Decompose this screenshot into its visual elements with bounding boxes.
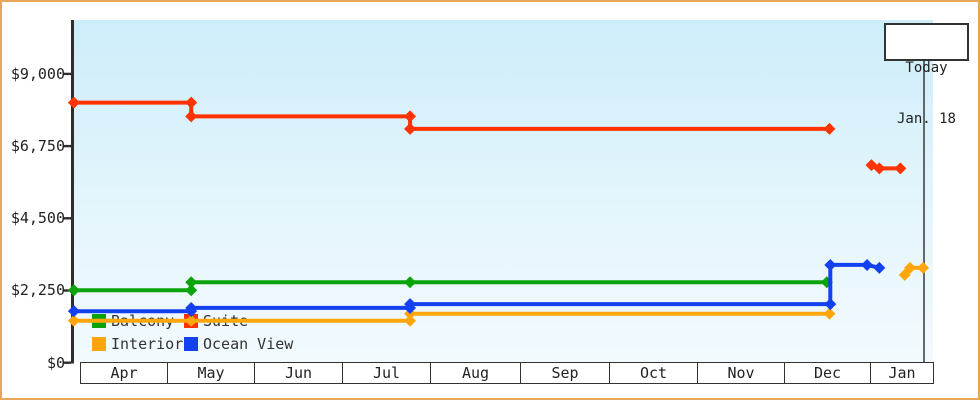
- ocean-view-swatch-icon: [184, 337, 198, 351]
- today-box: Today Jan. 18: [884, 23, 969, 127]
- balcony-swatch-icon: [92, 314, 106, 328]
- month-cell-aug: Aug: [430, 362, 520, 384]
- legend-item-suite: Suite: [184, 312, 293, 330]
- month-cell-jan: Jan: [870, 362, 934, 384]
- y-axis-tick: [64, 217, 71, 220]
- plot-area: [74, 20, 933, 362]
- month-cell-apr: Apr: [80, 362, 167, 384]
- legend: Balcony Suite Interior Ocean View: [92, 312, 293, 353]
- legend-label: Ocean View: [203, 335, 294, 353]
- y-axis-label: $4,500: [10, 209, 65, 228]
- month-cell-jun: Jun: [254, 362, 342, 384]
- legend-item-ocean-view: Ocean View: [184, 335, 293, 353]
- legend-item-interior: Interior: [92, 335, 184, 353]
- month-cell-jul: Jul: [342, 362, 430, 384]
- suite-swatch-icon: [184, 314, 198, 328]
- month-cell-nov: Nov: [697, 362, 784, 384]
- month-cell-oct: Oct: [609, 362, 697, 384]
- today-box-date: Jan. 18: [896, 111, 956, 127]
- legend-item-balcony: Balcony: [92, 312, 184, 330]
- month-cell-dec: Dec: [784, 362, 870, 384]
- legend-label: Interior: [111, 335, 184, 353]
- y-axis-label: $2,250: [10, 281, 65, 300]
- y-axis-tick: [64, 289, 71, 292]
- y-axis-label: $9,000: [10, 64, 65, 83]
- month-cell-may: May: [167, 362, 254, 384]
- y-axis-tick: [64, 72, 71, 76]
- x-axis-month-band: Apr May Jun Jul Aug Sep Oct Nov Dec Jan: [2, 362, 978, 386]
- legend-label: Balcony: [111, 312, 175, 330]
- today-box-title: Today: [905, 60, 948, 76]
- interior-swatch-icon: [92, 337, 106, 351]
- legend-label: Suite: [203, 312, 249, 330]
- y-axis-label: $6,750: [10, 136, 65, 155]
- y-axis-tick: [64, 144, 71, 148]
- y-axis-label: $0: [46, 353, 65, 372]
- month-cell-sep: Sep: [520, 362, 609, 384]
